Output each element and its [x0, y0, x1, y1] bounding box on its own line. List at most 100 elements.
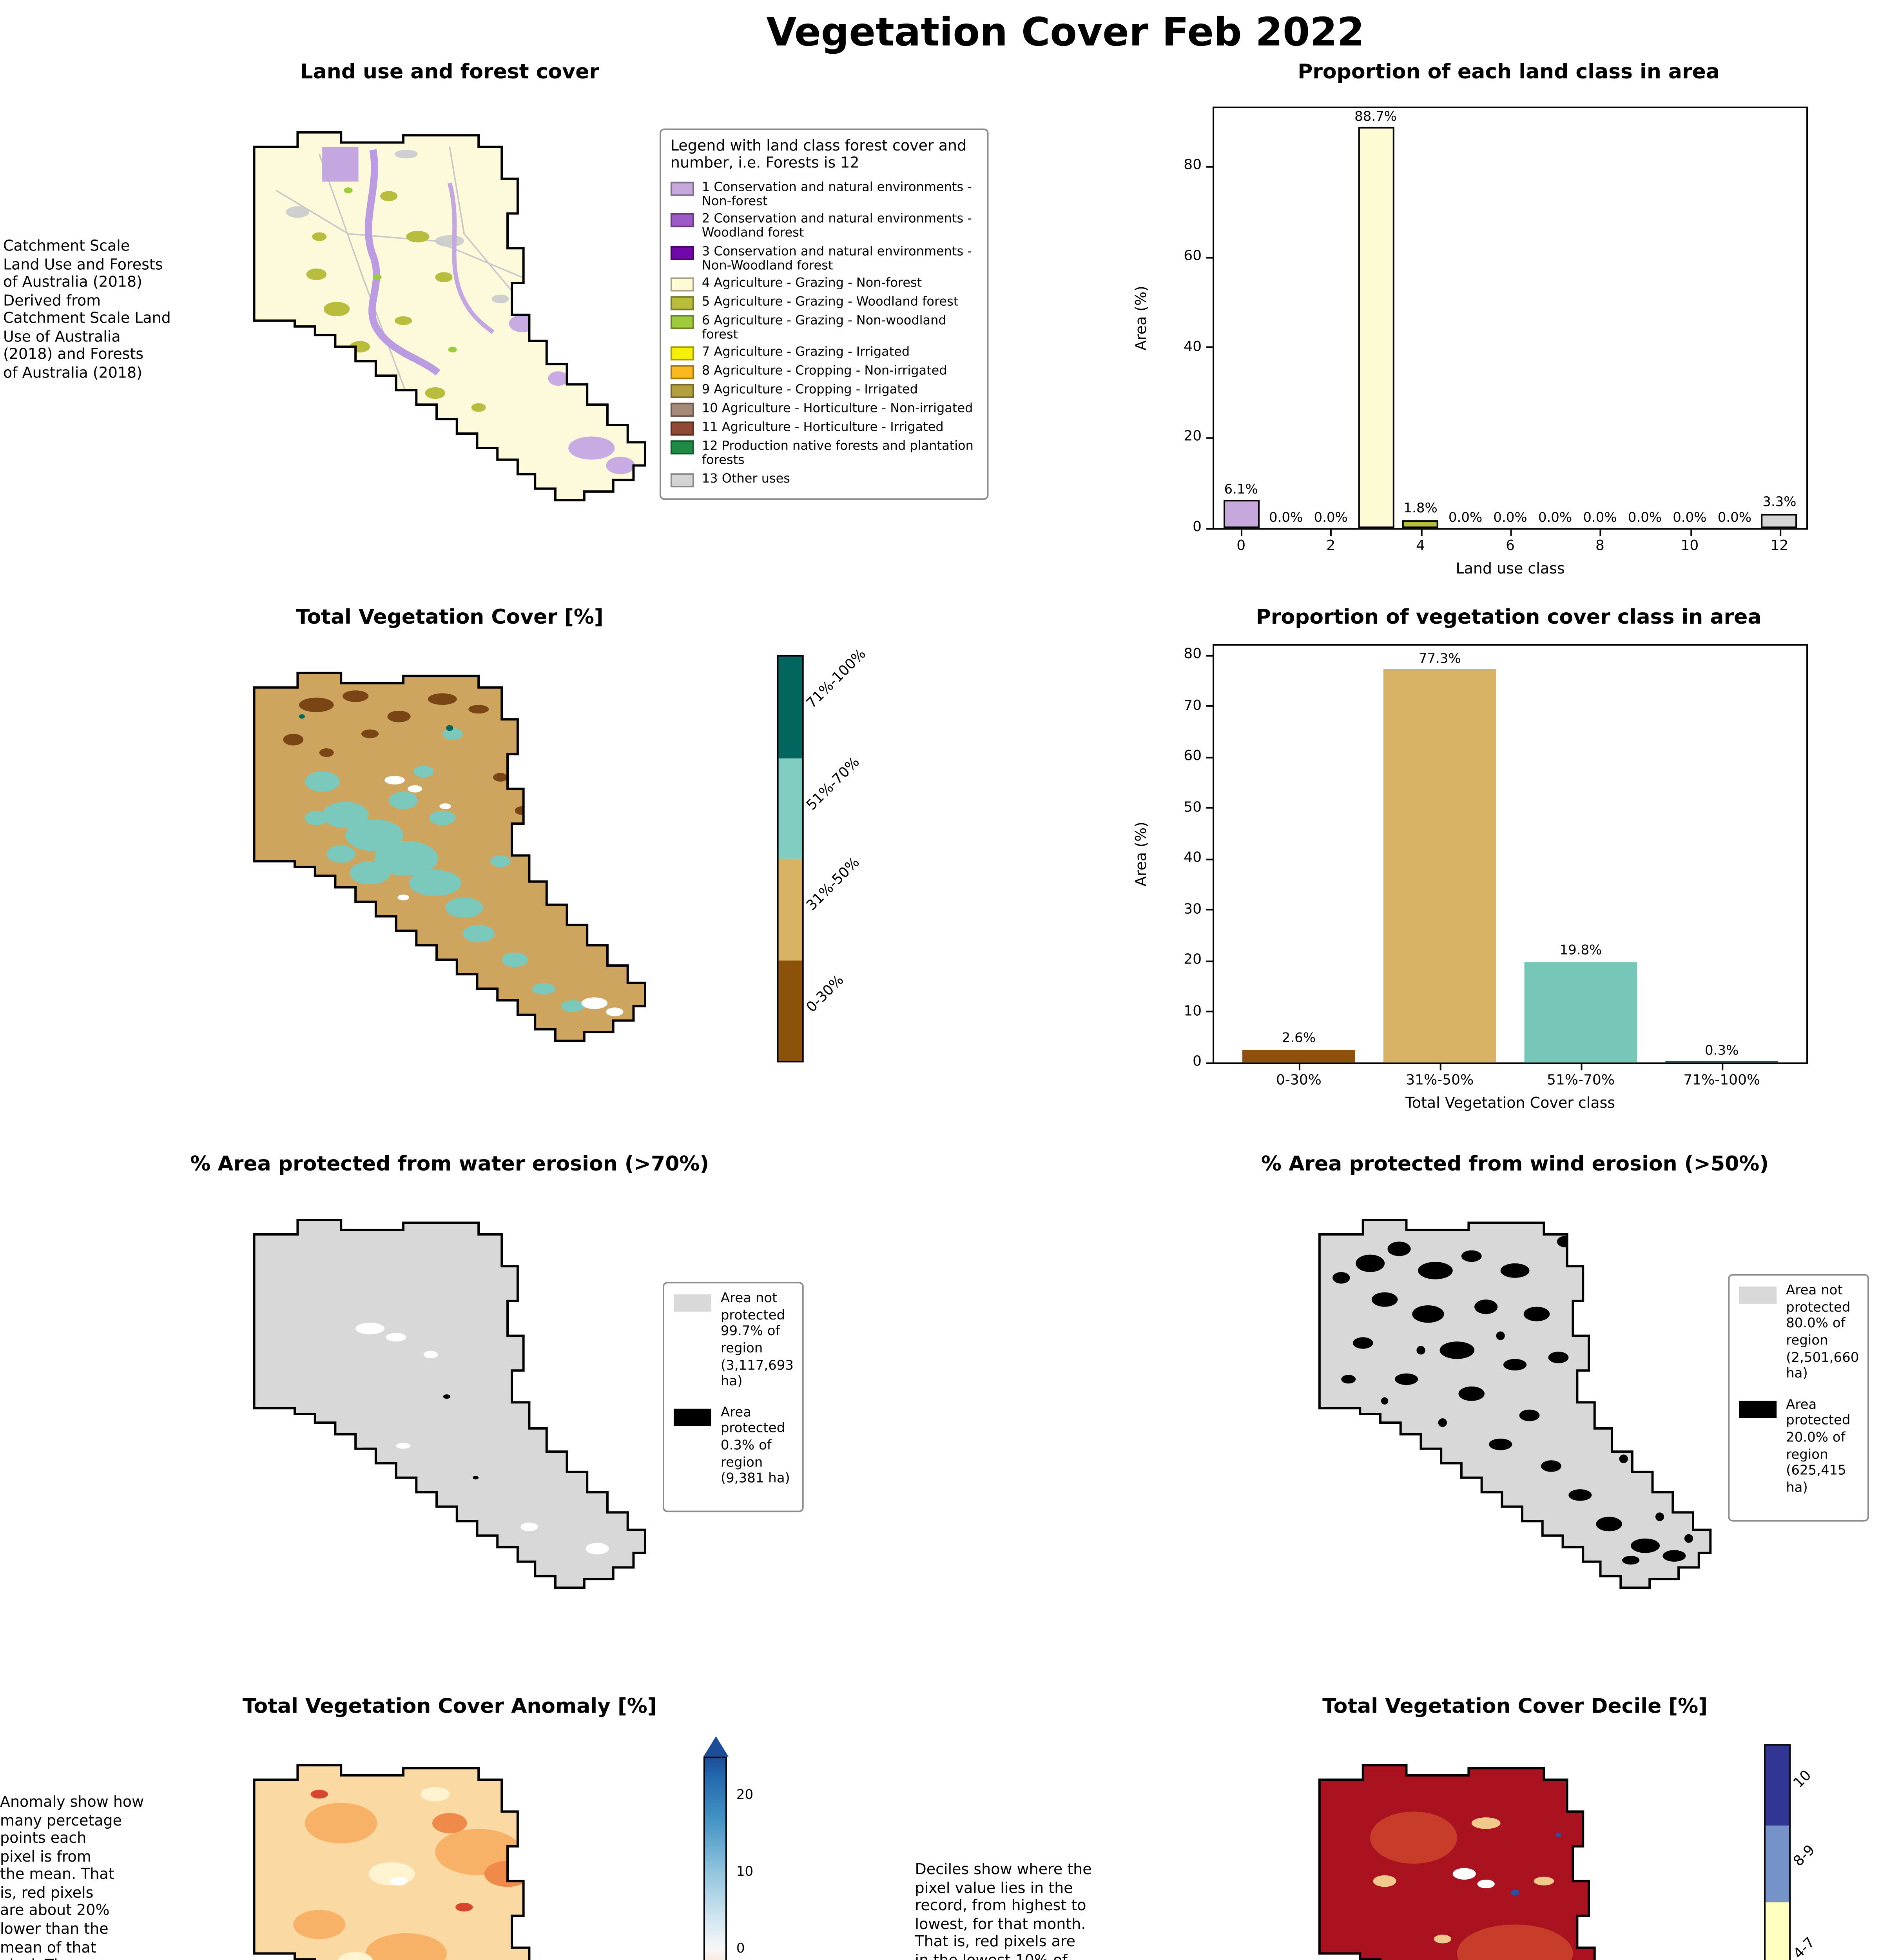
legend-swatch [670, 365, 694, 380]
x-tick-label: 4 [1416, 539, 1425, 555]
colorbar-label: 10 [1791, 1768, 1815, 1792]
legend-item: 4 Agriculture - Grazing - Non-forest [670, 276, 978, 292]
y-tick-mark [1206, 1062, 1213, 1063]
x-axis-label: Land use class [1456, 561, 1565, 579]
veg-cover-map [253, 671, 646, 1042]
x-tick-mark [1439, 1064, 1441, 1071]
panel-title-land-class-chart: Proportion of each land class in area [1298, 61, 1720, 85]
bar-value-label: 19.8% [1559, 944, 1602, 960]
legend-text: Area not protected 99.7% of region (3,11… [720, 1291, 794, 1390]
y-tick-mark [1206, 960, 1213, 962]
x-tick-label: 6 [1506, 539, 1515, 555]
panel-title-water-erosion: % Area protected from water erosion (>70… [190, 1153, 709, 1177]
legend-item-label: 10 Agriculture - Horticulture - Non-irri… [702, 401, 973, 416]
bar [1402, 520, 1439, 528]
y-tick-label: 20 [1184, 953, 1202, 969]
decile-explanation: Deciles show where the pixel value lies … [915, 1862, 1092, 1960]
anomaly-map [253, 1764, 569, 1960]
legend-text: Area protected 20.0% of region (625,415 … [1786, 1397, 1851, 1497]
y-tick-label: 50 [1184, 800, 1202, 816]
y-tick-label: 70 [1184, 699, 1202, 715]
cover-0-30-patches [283, 690, 529, 815]
y-tick-label: 80 [1184, 648, 1202, 664]
conservation-block [322, 147, 359, 182]
riparian-corridor [364, 149, 441, 376]
colorbar-tick-label: 10 [736, 1864, 754, 1880]
legend-item: 6 Agriculture - Grazing - Non-woodland f… [670, 313, 978, 342]
legend-item: 11 Agriculture - Horticulture - Irrigate… [670, 420, 978, 436]
colorbar-label: 4-7 [1791, 1935, 1819, 1960]
bar-value-label: 6.1% [1224, 482, 1258, 498]
legend-item: 12 Production native forests and plantat… [670, 439, 978, 468]
colorbar-tick-label: 20 [736, 1788, 754, 1804]
decile-patches [1370, 1811, 1642, 1960]
y-tick-label: 10 [1184, 1004, 1202, 1020]
bar-value-label: 0.0% [1583, 510, 1617, 526]
colorbar-tick-label: 0 [736, 1940, 745, 1956]
bar [1242, 1049, 1355, 1063]
legend-swatch [670, 441, 694, 455]
legend-item: 8 Agriculture - Cropping - Non-irrigated [670, 364, 978, 380]
legend-item-label: 4 Agriculture - Grazing - Non-forest [702, 276, 922, 290]
y-tick-label: 0 [1193, 520, 1202, 536]
legend-item: 7 Agriculture - Grazing - Irrigated [670, 345, 978, 361]
colorbar-segment [1766, 1746, 1789, 1826]
legend-swatch [670, 181, 694, 196]
x-tick-mark [1241, 530, 1243, 536]
y-tick-mark [1206, 807, 1213, 809]
legend-item-label: 1 Conservation and natural environments … [702, 180, 972, 209]
y-tick-label: 60 [1184, 750, 1202, 766]
anomaly-explanation: Anomaly show how many percetage points e… [0, 1794, 144, 1960]
land-use-patches [276, 147, 635, 474]
bar [1524, 962, 1637, 1063]
legend-swatch [670, 347, 694, 361]
colorbar-label: 0-30% [804, 973, 848, 1016]
panel-title-decile: Total Vegetation Cover Decile [%] [1322, 1695, 1708, 1719]
x-tick-label: 0-30% [1276, 1073, 1322, 1089]
legend-item: 2 Conservation and natural environments … [670, 212, 978, 240]
bar-value-label: 0.0% [1269, 510, 1303, 526]
land-class-legend: Legend with land class forest cover and … [659, 128, 989, 499]
legend-swatch [673, 1408, 711, 1426]
y-tick-mark [1206, 858, 1213, 860]
veg-cover-colorbar: 71%-100% 51%-70% 31%-50% 0-30% [777, 647, 870, 1063]
legend-item-label: 7 Agriculture - Grazing - Irrigated [702, 345, 910, 359]
x-tick-label: 10 [1681, 539, 1699, 555]
y-tick-label: 30 [1184, 902, 1202, 918]
legend-swatch [673, 1294, 711, 1312]
y-tick-mark [1206, 1011, 1213, 1013]
wind-erosion-map [1318, 1219, 1712, 1589]
x-tick-label: 31%-50% [1406, 1073, 1474, 1089]
legend-swatch [670, 277, 694, 292]
bar [1665, 1061, 1778, 1063]
y-axis-label: Area (%) [1133, 285, 1151, 351]
x-axis-label: Total Vegetation Cover class [1405, 1095, 1615, 1113]
x-tick-label: 71%-100% [1683, 1073, 1760, 1089]
panel-title-veg-cover-chart: Proportion of vegetation cover class in … [1256, 606, 1762, 630]
y-tick-mark [1206, 527, 1213, 529]
legend-item: 9 Agriculture - Cropping - Irrigated [670, 383, 978, 399]
panel-title-veg-cover-map: Total Vegetation Cover [%] [296, 606, 604, 630]
bar-value-label: 0.0% [1717, 510, 1752, 526]
x-tick-mark [1690, 530, 1691, 536]
grazing-nonwoodland-patches [344, 187, 457, 353]
y-tick-label: 20 [1184, 430, 1202, 446]
x-tick-mark [1581, 1064, 1583, 1071]
legend-text: Area protected 0.3% of region (9,381 ha) [720, 1405, 790, 1488]
panel-title-anomaly: Total Vegetation Cover Anomaly [%] [242, 1695, 657, 1719]
x-tick-label: 0 [1236, 539, 1246, 555]
x-tick-mark [1600, 530, 1602, 536]
legend-item: 13 Other uses [670, 471, 978, 487]
bar-value-label: 2.6% [1282, 1031, 1316, 1047]
legend-swatch [670, 422, 694, 436]
y-tick-mark [1206, 655, 1213, 657]
colorbar-segment [778, 960, 802, 1061]
legend-item-label: 3 Conservation and natural environments … [702, 243, 972, 272]
bar-value-label: 0.0% [1448, 510, 1483, 526]
legend-item: Area protected 0.3% of region (9,381 ha) [673, 1405, 793, 1488]
legend-item: 3 Conservation and natural environments … [670, 243, 978, 272]
bar-value-label: 0.3% [1705, 1043, 1739, 1059]
